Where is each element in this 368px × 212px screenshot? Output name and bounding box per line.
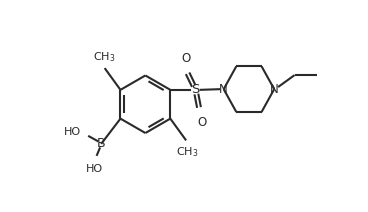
Text: O: O <box>181 52 190 65</box>
Text: B: B <box>97 137 106 150</box>
Text: O: O <box>197 116 206 129</box>
Text: N: N <box>270 83 279 96</box>
Text: CH$_3$: CH$_3$ <box>176 145 198 159</box>
Text: HO: HO <box>86 164 103 174</box>
Text: CH$_3$: CH$_3$ <box>93 50 115 64</box>
Text: S: S <box>191 83 200 96</box>
Text: HO: HO <box>64 127 81 137</box>
Text: N: N <box>219 83 228 96</box>
